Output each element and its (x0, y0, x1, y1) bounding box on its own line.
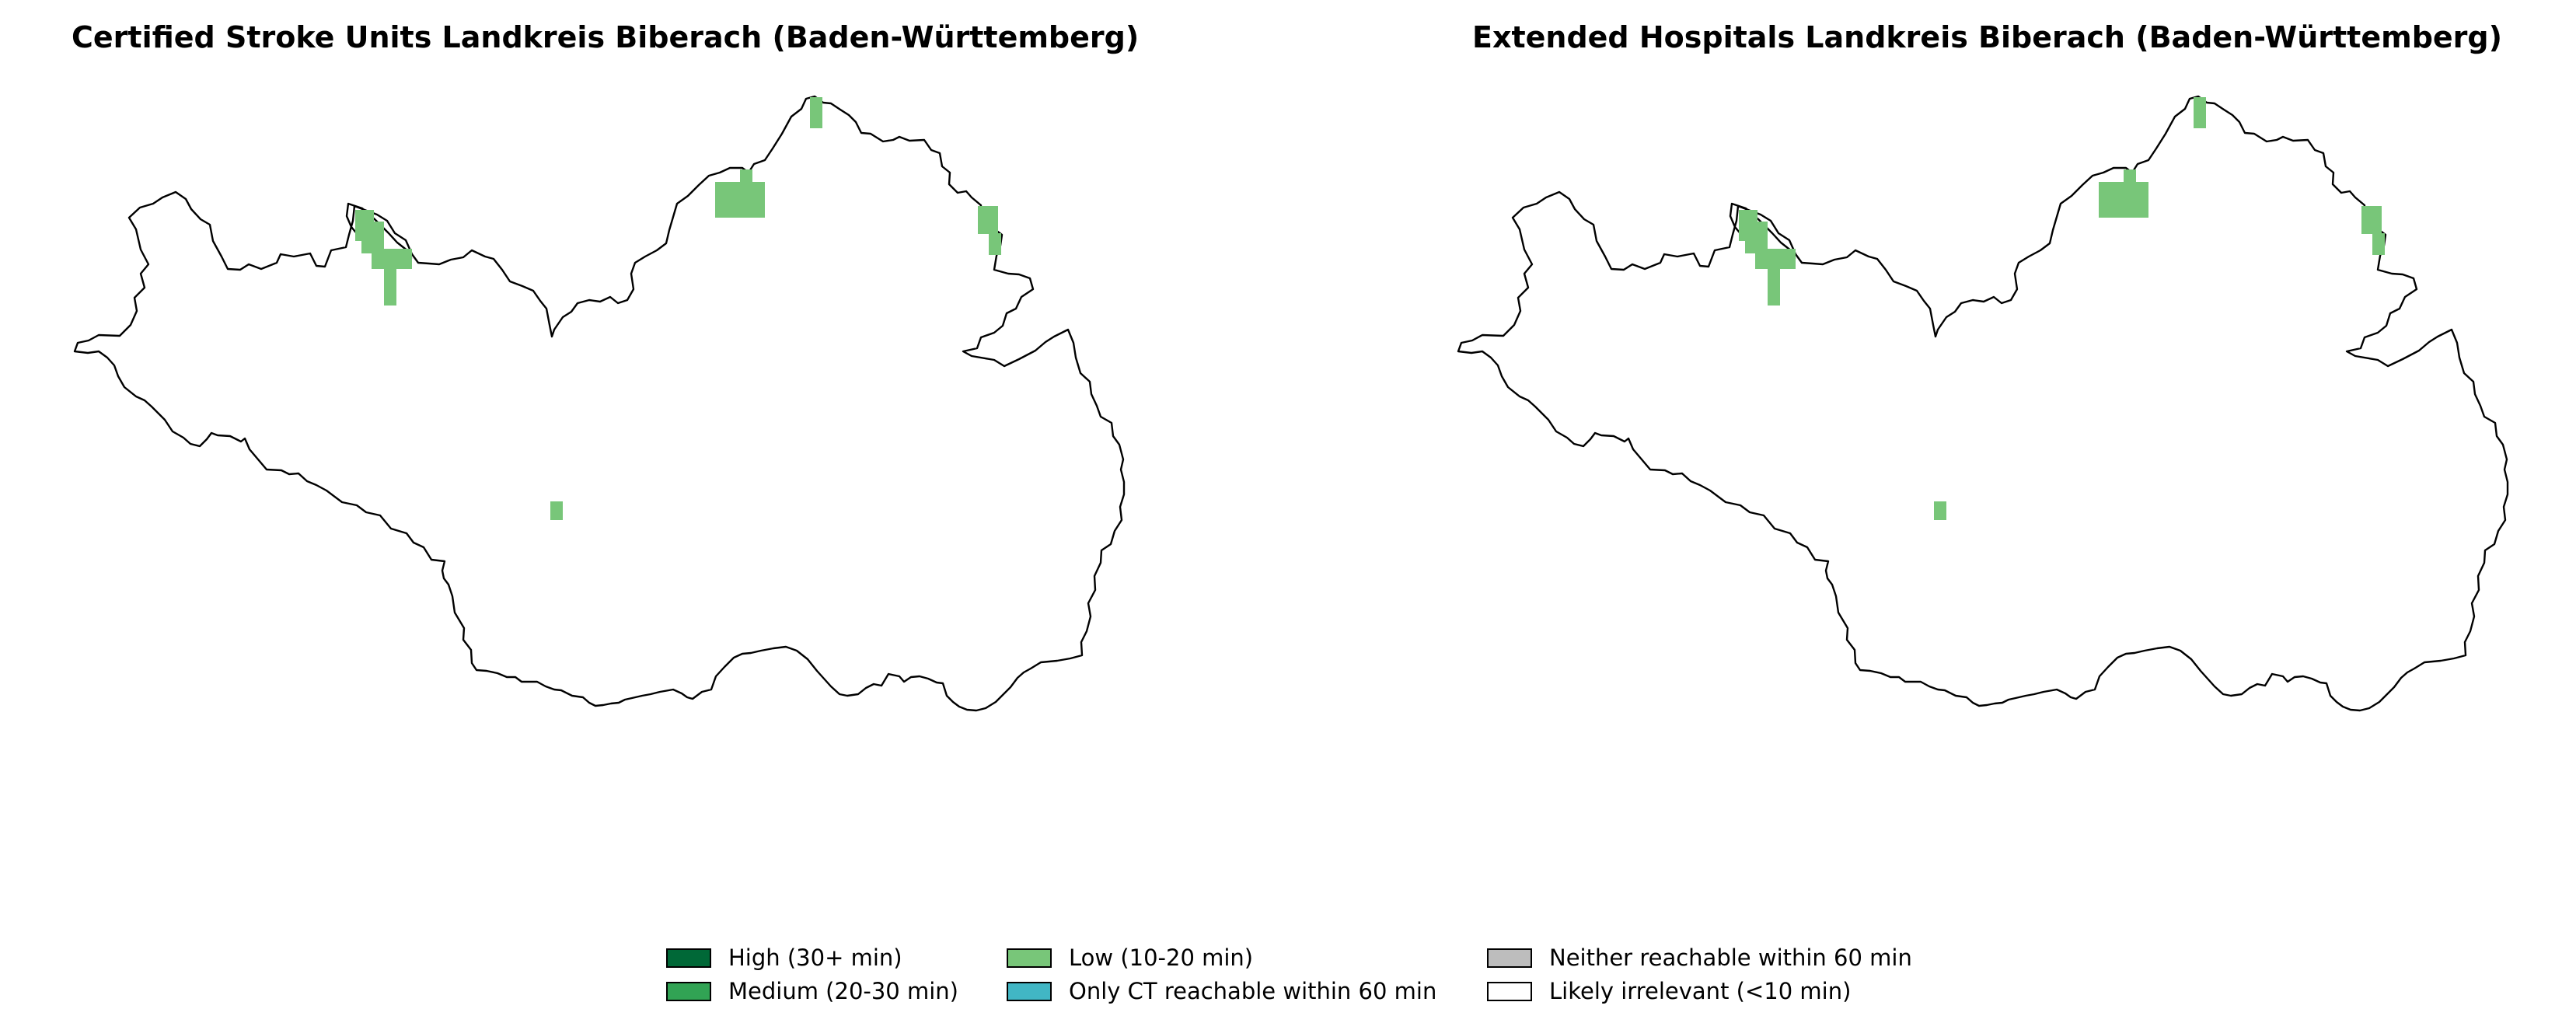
legend-swatch-ct-only (1007, 981, 1052, 1001)
legend-swatch-low (1007, 948, 1052, 968)
legend-item-low: Low (10-20 min) (1007, 942, 1253, 973)
legend-label-high: High (30+ min) (728, 944, 902, 971)
map-legend: High (30+ min) Medium (20-30 min) Low (1… (0, 942, 2576, 1012)
low-reach-cell (2372, 233, 2385, 255)
low-reach-cell (361, 210, 374, 253)
map-panel-stroke-units: Certified Stroke Units Landkreis Biberac… (72, 20, 1140, 712)
low-reach-cell (1768, 264, 1780, 306)
district-outline (73, 95, 1126, 712)
legend-swatch-high (666, 948, 711, 968)
legend-label-medium: Medium (20-30 min) (728, 978, 958, 1004)
legend-label-low: Low (10-20 min) (1069, 944, 1254, 971)
map-title: Certified Stroke Units Landkreis Biberac… (72, 20, 1140, 54)
reachability-cells (355, 97, 1001, 520)
map-stroke-units (73, 95, 1126, 712)
district-outline (1457, 95, 2509, 712)
legend-swatch-irrelevant (1487, 981, 1532, 1001)
low-reach-cell (989, 233, 1001, 255)
low-reach-cell (740, 169, 752, 182)
low-reach-cell (715, 182, 765, 218)
low-reach-cell (550, 501, 563, 520)
low-reach-cell (978, 206, 998, 234)
legend-item-neither: Neither reachable within 60 min (1487, 942, 1912, 973)
legend-label-neither: Neither reachable within 60 min (1549, 944, 1912, 971)
legend-item-ct-only: Only CT reachable within 60 min (1007, 976, 1436, 1007)
low-reach-cell (1934, 501, 1946, 520)
map-title: Extended Hospitals Landkreis Biberach (B… (1472, 20, 2502, 54)
legend-label-irrelevant: Likely irrelevant (<10 min) (1549, 978, 1852, 1004)
low-reach-cell (810, 97, 822, 128)
low-reach-cell (2099, 182, 2148, 218)
low-reach-cell (384, 264, 396, 306)
low-reach-cell (2361, 206, 2382, 234)
map-extended-hospitals (1457, 95, 2509, 712)
reachability-cells (1739, 97, 2385, 520)
map-panel-extended-hospitals: Extended Hospitals Landkreis Biberach (B… (1384, 0, 2576, 1023)
legend-item-high: High (30+ min) (666, 942, 902, 973)
district-map (73, 95, 1126, 712)
low-reach-cell (1745, 210, 1757, 253)
legend-swatch-medium (666, 981, 711, 1001)
district-map (1457, 95, 2509, 712)
legend-swatch-neither (1487, 948, 1532, 968)
low-reach-cell (2124, 169, 2136, 182)
legend-item-medium: Medium (20-30 min) (666, 976, 958, 1007)
legend-label-ct-only: Only CT reachable within 60 min (1069, 978, 1437, 1004)
low-reach-cell (2194, 97, 2206, 128)
legend-item-irrelevant: Likely irrelevant (<10 min) (1487, 976, 1851, 1007)
